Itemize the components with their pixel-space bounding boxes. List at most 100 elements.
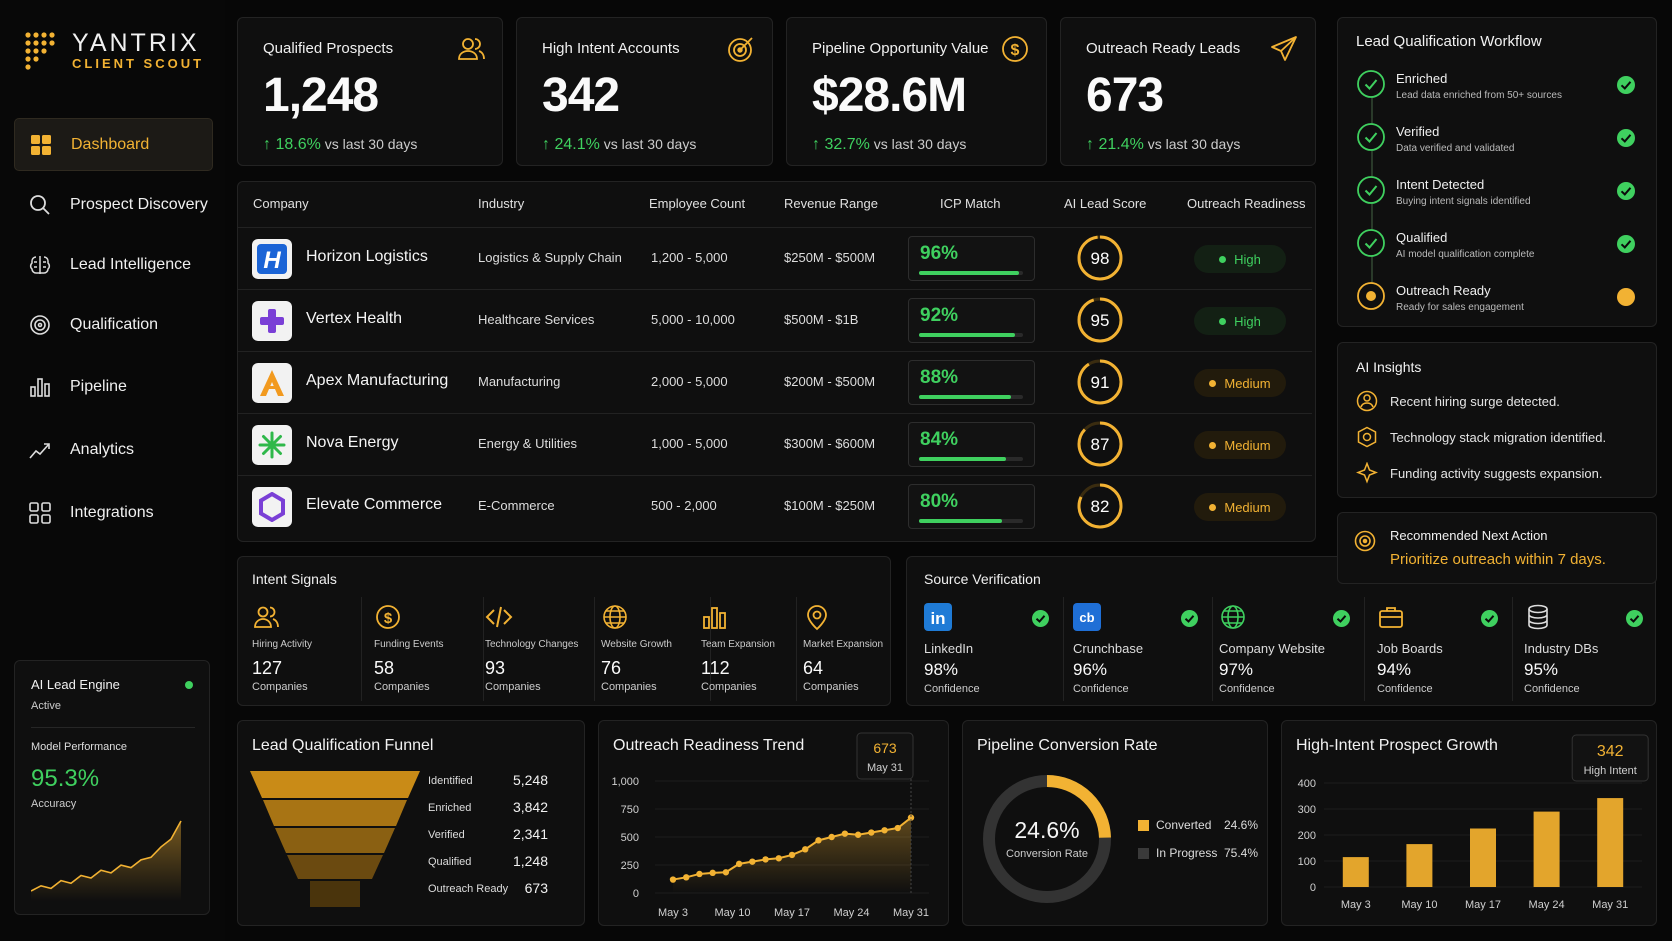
nav-dashboard[interactable]: Dashboard [14, 118, 213, 171]
source-value: 97% [1219, 660, 1254, 679]
x-tick-label: May 10 [714, 907, 750, 919]
source-value: 94% [1377, 660, 1412, 679]
employees: 5,000 - 10,000 [651, 312, 735, 327]
lead-score-ring: 82 [1077, 483, 1123, 529]
step-check-icon [1357, 70, 1385, 98]
legend-value: 24.6% [1223, 818, 1258, 832]
source-label: Crunchbase [1073, 641, 1144, 656]
send-icon [1271, 36, 1297, 61]
insight-text: Recent hiring surge detected. [1390, 393, 1560, 409]
step-title: Outreach Ready [1396, 283, 1491, 298]
dollar-icon: $ [1002, 36, 1028, 62]
svg-text:in: in [930, 609, 945, 628]
employees: 2,000 - 5,000 [651, 374, 728, 389]
source-job-boards[interactable]: Job Boards 94% Confidence [1377, 597, 1513, 701]
step-sub: Data verified and validated [1396, 143, 1515, 154]
data-point [788, 851, 796, 859]
table-row[interactable]: Elevate Commerce E-Commerce 500 - 2,000 … [238, 475, 1312, 537]
revenue: $300M - $600M [784, 436, 876, 451]
table-row[interactable]: Vertex Health Healthcare Services 5,000 … [238, 289, 1312, 351]
x-tick-label: May 24 [1529, 899, 1565, 911]
signal-team[interactable]: Team Expansion 112 Companies [701, 597, 797, 701]
signal-hiring[interactable]: Hiring Activity 127 Companies [252, 597, 362, 701]
industry: Healthcare Services [478, 312, 595, 327]
tech-stack-icon [1357, 426, 1377, 448]
funnel-value: 1,248 [512, 853, 548, 869]
signal-market[interactable]: Market Expansion 64 Companies [803, 597, 889, 701]
funnel-label: Identified [428, 775, 473, 787]
data-point [749, 858, 756, 865]
table-row[interactable]: Nova Energy Energy & Utilities 1,000 - 5… [238, 413, 1312, 475]
source-value: 96% [1073, 660, 1108, 679]
signal-unit: Companies [485, 681, 541, 693]
nav-lead-intelligence[interactable]: Lead Intelligence [14, 238, 213, 291]
brand-logo: YANTRIX CLIENT SCOUT [24, 30, 204, 71]
readiness-label: High [1234, 313, 1261, 329]
source-linkedin[interactable]: in LinkedIn 98% Confidence [924, 597, 1064, 701]
signal-unit: Companies [374, 681, 430, 693]
legend-converted: Converted 24.6% [1138, 818, 1258, 834]
icp-pct: 80% [920, 491, 959, 512]
conversion-panel: Pipeline Conversion Rate 24.6% Conversio… [962, 720, 1268, 926]
col-header: Employee Count [649, 196, 746, 211]
insight-item[interactable]: Funding activity suggests expansion. [1356, 462, 1602, 484]
data-point [775, 855, 782, 862]
grid-icon [31, 134, 51, 155]
readiness-badge: Medium [1194, 369, 1286, 397]
funding-insight-icon [1356, 462, 1378, 484]
bar-chart-icon [703, 607, 726, 629]
signal-technology[interactable]: Technology Changes 93 Companies [485, 597, 595, 701]
nav-qualification[interactable]: Qualification [14, 298, 213, 351]
source-unit: Confidence [924, 683, 980, 695]
vertex-logo-icon [252, 301, 292, 341]
data-point [894, 824, 901, 832]
table-row[interactable]: Apex Manufacturing Manufacturing 2,000 -… [238, 351, 1312, 413]
svg-text:$: $ [1011, 42, 1020, 59]
trend-icon [29, 442, 50, 459]
signal-label: Market Expansion [803, 639, 884, 650]
source-crunchbase[interactable]: cb Crunchbase 96% Confidence [1073, 597, 1213, 701]
nav-integrations[interactable]: Integrations [14, 486, 213, 539]
hiring-insight-icon [1356, 390, 1378, 412]
stat-change-value: 18.6% [275, 136, 321, 153]
signal-funding[interactable]: $ Funding Events 58 Companies [374, 597, 484, 701]
insight-item[interactable]: Technology stack migration identified. [1356, 426, 1606, 448]
industry: E-Commerce [478, 498, 555, 513]
stat-period: vs last 30 days [324, 136, 418, 152]
nav-prospect-discovery[interactable]: Prospect Discovery [14, 178, 213, 231]
industry: Manufacturing [478, 374, 561, 389]
readiness-trend-panel: Outreach Readiness Trend 0 250 500 750 1,000… [598, 720, 949, 926]
divider [31, 727, 195, 728]
brand-sub: CLIENT SCOUT [72, 56, 205, 71]
signal-value: 112 [701, 658, 730, 678]
readiness-label: Medium [1224, 375, 1271, 391]
source-industry-dbs[interactable]: Industry DBs 95% Confidence [1524, 597, 1657, 701]
donut-converted-arc [983, 775, 1111, 903]
crunchbase-icon: cb [1073, 603, 1101, 631]
source-company-website[interactable]: Company Website 97% Confidence [1219, 597, 1365, 701]
step-sub: AI model qualification complete [1396, 249, 1535, 260]
step-title: Intent Detected [1396, 177, 1485, 192]
icp-match: 80% [908, 484, 1035, 529]
check-icon [1617, 76, 1635, 94]
stat-qualified-prospects: Qualified Prospects 1,248 ↑ 18.6% vs las… [237, 17, 503, 166]
users-icon [254, 606, 279, 628]
check-icon [1617, 235, 1635, 253]
icp-pct: 84% [920, 429, 959, 450]
source-unit: Confidence [1524, 683, 1580, 695]
lead-score: 98 [1091, 249, 1110, 268]
brain-icon [29, 255, 51, 274]
signal-unit: Companies [252, 681, 308, 693]
insight-item[interactable]: Recent hiring surge detected. [1356, 390, 1560, 412]
signal-website[interactable]: Website Growth 76 Companies [601, 597, 711, 701]
nav-pipeline[interactable]: Pipeline [14, 360, 213, 413]
intent-signals-panel: Intent Signals Hiring Activity 127 Compa… [237, 556, 891, 706]
next-action-panel[interactable]: Recommended Next Action Prioritize outre… [1337, 512, 1657, 584]
table-row[interactable]: H Horizon Logistics Logistics & Supply C… [238, 227, 1312, 289]
stat-change: ↑ 24.1% vs last 30 days [542, 136, 697, 153]
data-point [683, 874, 690, 881]
target-icon [1354, 530, 1376, 552]
nav-analytics[interactable]: Analytics [14, 423, 213, 476]
panel-title: Lead Qualification Funnel [252, 737, 434, 754]
stat-change: ↑ 32.7% vs last 30 days [812, 136, 967, 153]
